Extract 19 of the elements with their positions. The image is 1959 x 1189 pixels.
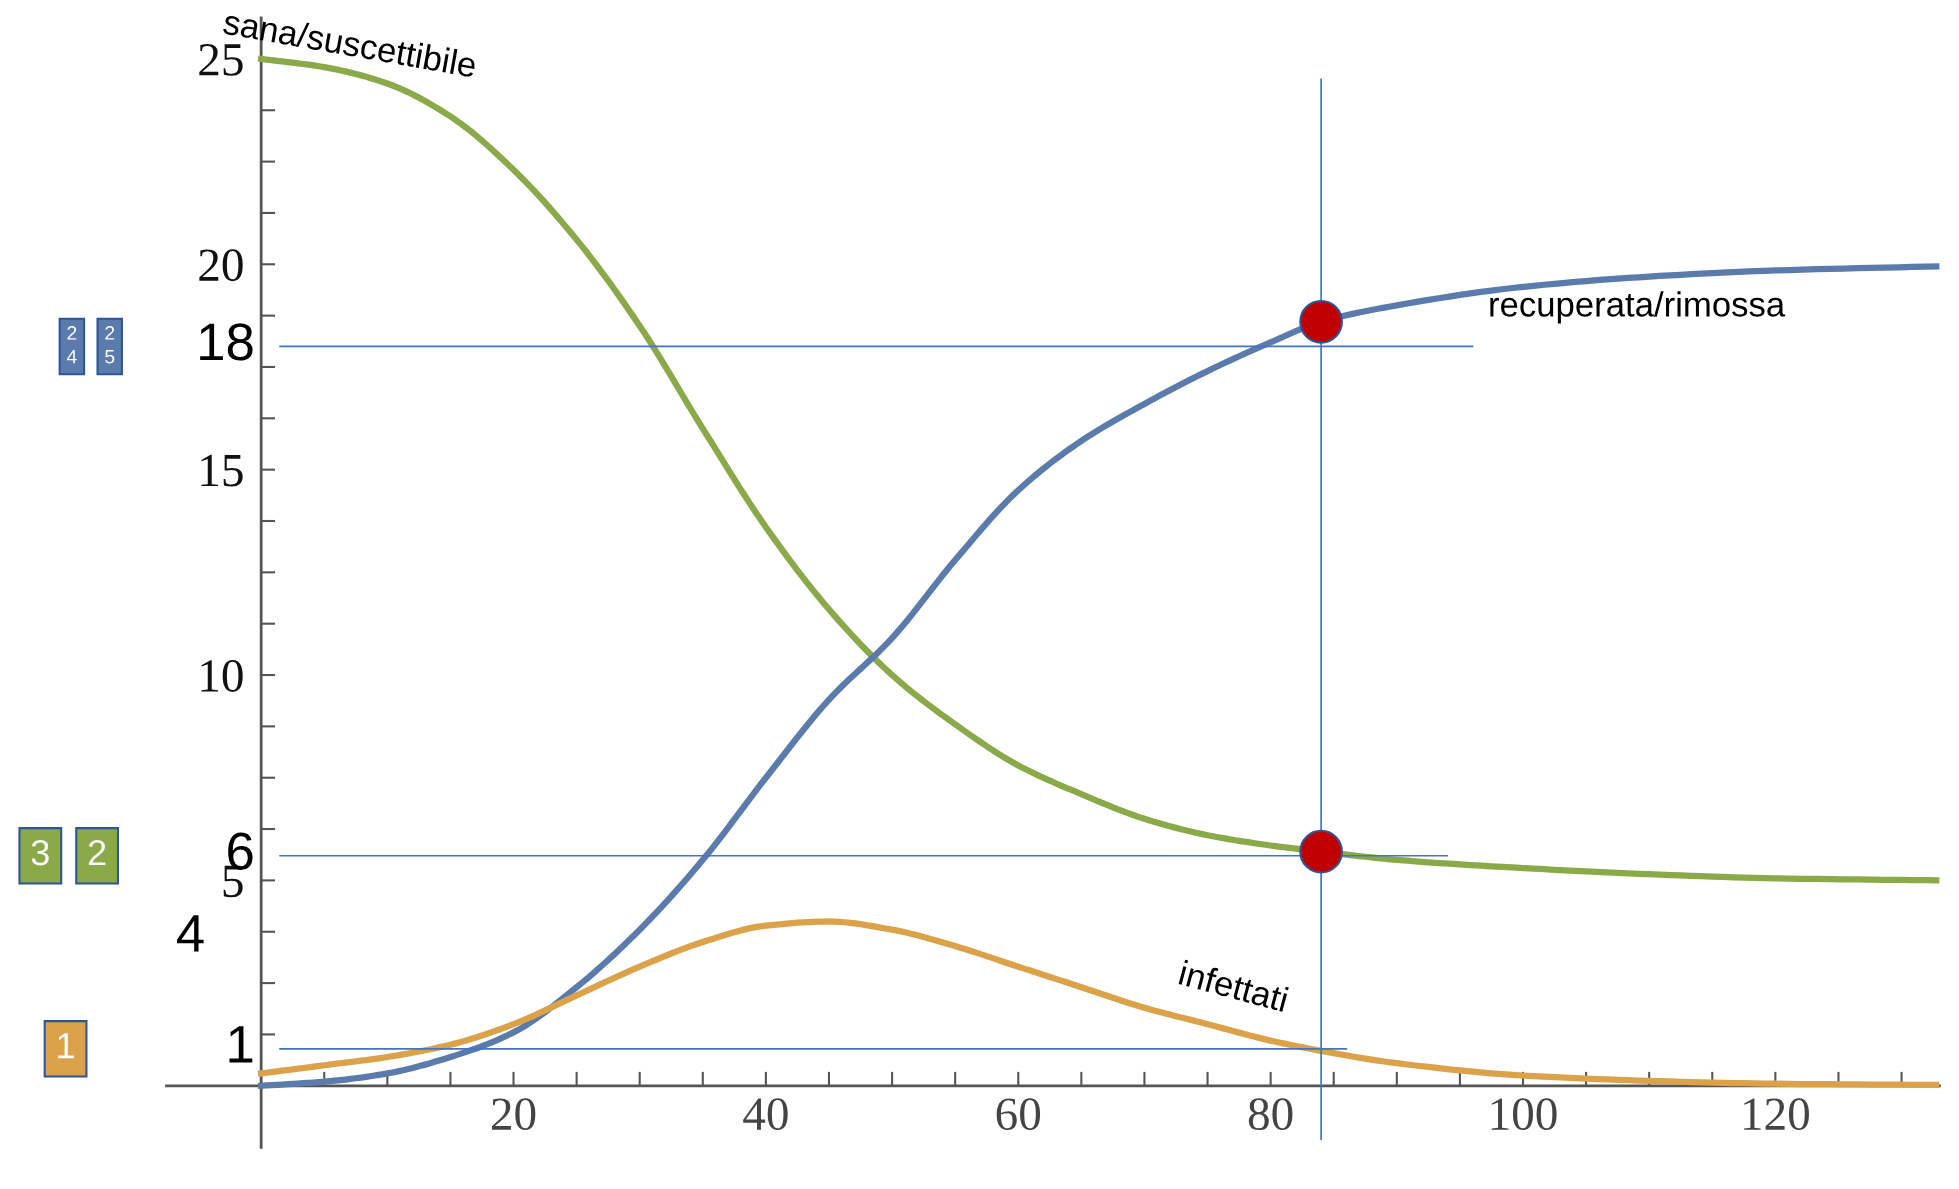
x-tick-label: 120	[1744, 1098, 1809, 1131]
y-tick-label: 15	[201, 454, 243, 487]
x-tick-label: 20	[491, 1098, 536, 1131]
text: 2	[88, 839, 106, 866]
text: infettati	[1178, 959, 1289, 1013]
text: 24	[66, 326, 77, 364]
x-tick-label: 80	[1248, 1098, 1293, 1131]
annotation: 4	[177, 915, 204, 952]
text: 2 5	[105, 326, 115, 364]
x-tick-label: 60	[996, 1098, 1041, 1131]
y-tick-label: 20	[199, 249, 243, 282]
x-tick-label: 100	[1491, 1098, 1557, 1131]
ref-line-label: 1	[229, 1026, 253, 1063]
series-label: recuperata/rimossa	[1490, 291, 1786, 324]
x-tick-label: 40	[743, 1098, 788, 1131]
y-tick-label: 10	[201, 660, 243, 692]
text: 3	[31, 839, 49, 866]
ref-line-label: 18	[200, 323, 253, 361]
text: 1	[58, 1033, 74, 1059]
